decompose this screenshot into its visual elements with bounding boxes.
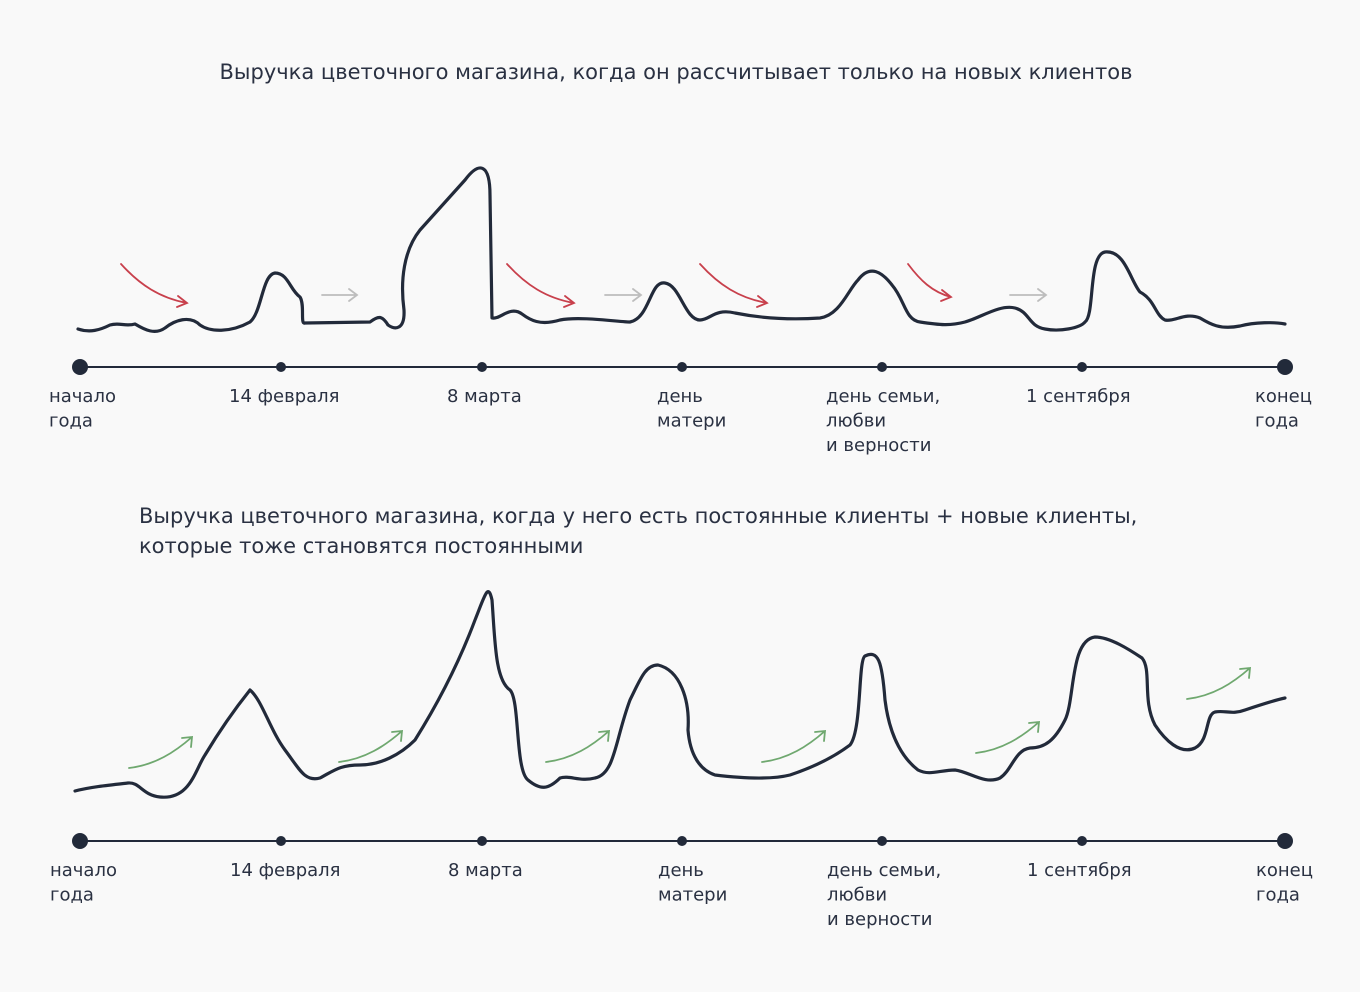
timeline-label: конец	[1255, 386, 1312, 407]
timeline-label: конец	[1256, 860, 1313, 881]
timeline-label: начало	[49, 386, 116, 407]
timeline-label: 1 сентября	[1026, 386, 1131, 407]
timeline-dots	[72, 833, 1293, 849]
green-arrows	[128, 666, 1252, 769]
revenue-curve	[76, 166, 1287, 333]
timeline-dot	[477, 362, 487, 372]
timeline-dot	[72, 833, 88, 849]
timeline-dot	[677, 362, 687, 372]
timeline-label: 1 сентября	[1027, 860, 1132, 881]
timeline-label: года	[49, 411, 93, 432]
timeline-label: день	[658, 860, 704, 881]
timeline-label: матери	[657, 411, 726, 432]
timeline-dot	[877, 836, 887, 846]
timeline-dot	[677, 836, 687, 846]
timeline-label: 8 марта	[448, 860, 523, 881]
revenue-curve	[73, 590, 1287, 799]
timeline-label: и верности	[827, 909, 932, 930]
timeline-dot	[276, 362, 286, 372]
timeline-dot	[72, 359, 88, 375]
title: Выручка цветочного магазина, когда он ра…	[220, 60, 1133, 84]
timeline-label: 14 февраля	[230, 860, 341, 881]
timeline-dot	[1077, 836, 1087, 846]
timeline-label: 14 февраля	[229, 386, 340, 407]
timeline-label: день	[657, 386, 703, 407]
timeline-label: и верности	[826, 435, 931, 456]
timeline-label: года	[1256, 885, 1300, 906]
red-arrows	[120, 263, 953, 308]
timeline-dots	[72, 359, 1293, 375]
gray-arrows	[321, 288, 1048, 302]
timeline-dot	[1277, 833, 1293, 849]
timeline-label: матери	[658, 885, 727, 906]
timeline-label: года	[50, 885, 94, 906]
timeline-label: день семьи,	[827, 860, 941, 881]
timeline-dot	[1277, 359, 1293, 375]
timeline-label: любви	[826, 411, 886, 432]
title-line: которые тоже становятся постоянными	[139, 534, 583, 558]
timeline-label: года	[1255, 411, 1299, 432]
timeline-label: начало	[50, 860, 117, 881]
timeline-dot	[877, 362, 887, 372]
timeline-label: любви	[827, 885, 887, 906]
timeline-dot	[1077, 362, 1087, 372]
timeline-label: 8 марта	[447, 386, 522, 407]
timeline-dot	[477, 836, 487, 846]
timeline-label: день семьи,	[826, 386, 940, 407]
title-line: Выручка цветочного магазина, когда у нег…	[139, 504, 1137, 528]
timeline-dot	[276, 836, 286, 846]
